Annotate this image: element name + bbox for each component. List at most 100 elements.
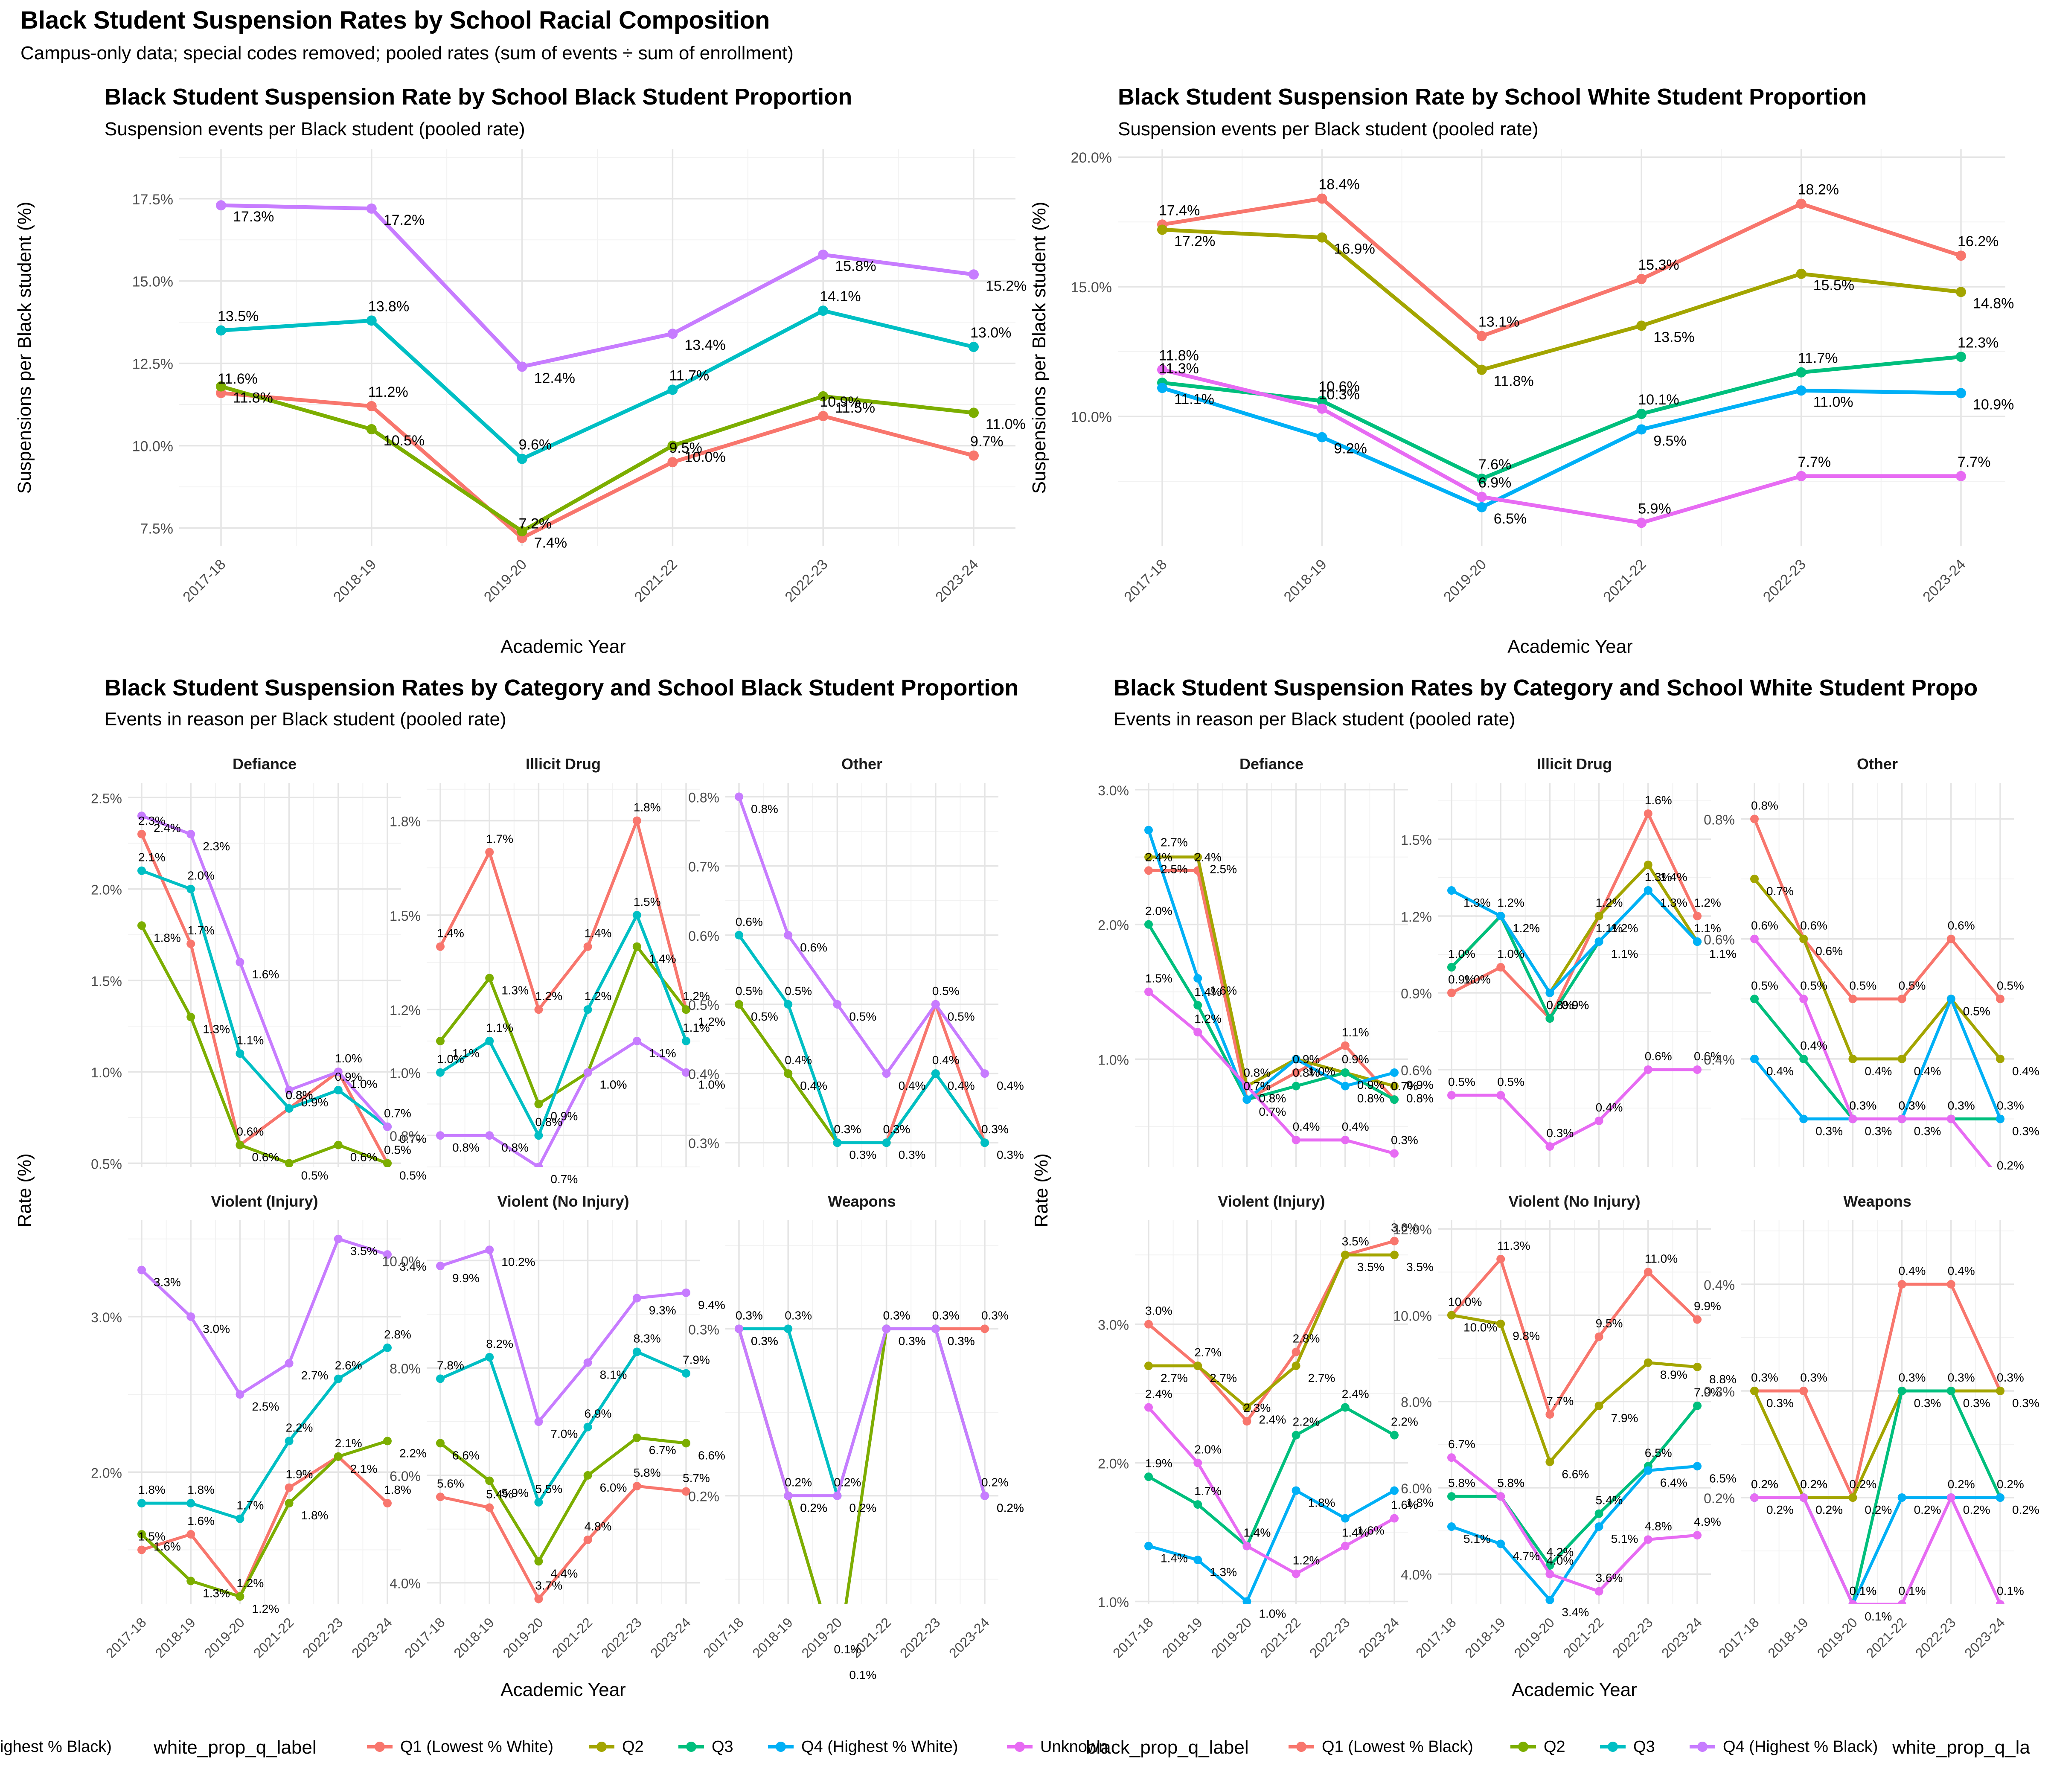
y-tick-label: 12.0% xyxy=(1393,1222,1432,1237)
series-group xyxy=(1144,826,1399,1158)
facet-4-violent-injury: 1.0% 2.0% 3.0% 2017-18 2018-19 2019-20 2021-22… xyxy=(1098,1220,1434,1661)
series-q1-lowest-white-data-label: 3.6% xyxy=(1391,1221,1418,1234)
series-unknown-data-label: 10.3% xyxy=(1318,387,1359,403)
series-unknown-point xyxy=(1636,518,1647,528)
series-q1-lowest-white-data-label: 2.7% xyxy=(1194,1346,1222,1359)
series-q1-lowest-white-data-label: 0.4% xyxy=(1948,1264,1975,1277)
series-q4-highest-black-line xyxy=(439,1248,688,1423)
series-unknown-data-label: 0.3% xyxy=(1546,1126,1574,1140)
series-q4-highest-black-point xyxy=(436,1261,445,1270)
series-q3-data-label: 1.4% xyxy=(1194,985,1222,998)
series-q2-data-label: 0.4% xyxy=(1865,1065,1892,1078)
series-q3-point xyxy=(1636,409,1647,419)
series-q4-highest-black-data-label: 12.4% xyxy=(534,370,575,386)
series-q1-lowest-white-data-label: 18.4% xyxy=(1318,176,1359,192)
x-tick-label: 2023-24 xyxy=(946,1615,992,1661)
legend-key-point xyxy=(686,1742,696,1752)
series-q1-lowest-black-data-label: 1.4% xyxy=(585,927,612,940)
series-q1-lowest-white-point xyxy=(1799,1387,1808,1395)
series-q4-highest-black-point xyxy=(882,1324,891,1333)
series-q3-point xyxy=(517,454,527,464)
figure-subtitle: Campus-only data; special codes removed;… xyxy=(20,43,794,64)
series-q1-lowest-white-data-label: 0.9% xyxy=(1293,1053,1320,1066)
series-q2-data-label: 11.5% xyxy=(835,400,875,416)
series-q1-lowest-white-point xyxy=(1750,815,1759,823)
series-q1-lowest-black-data-label: 0.3% xyxy=(883,1123,911,1136)
x-tick-label: 2019-20 xyxy=(481,556,530,605)
x-tick-label: 2018-19 xyxy=(451,1615,497,1661)
y-tick-label: 10.0% xyxy=(382,1254,421,1269)
series-q1-lowest-white-line xyxy=(1147,869,1396,1101)
series-q2-data-label: 0.3% xyxy=(1914,1396,1941,1410)
series-q4-highest-black-data-label: 9.4% xyxy=(698,1298,725,1312)
series-q2-data-label: 6.6% xyxy=(452,1449,480,1462)
series-q1-lowest-white-point xyxy=(1897,1280,1906,1289)
x-tick-label: 2017-18 xyxy=(1121,556,1170,605)
series-q1-lowest-black-data-label: 2.3% xyxy=(138,814,166,827)
series-unknown-point xyxy=(1693,1065,1702,1074)
series-q2-data-label: 0.9% xyxy=(1357,1078,1385,1091)
series-q4-highest-white-data-label: 2.7% xyxy=(1161,836,1188,849)
y-tick-label: 0.6% xyxy=(1704,932,1735,948)
facet-strip-other: Other xyxy=(841,755,882,773)
series-q3-data-label: 0.2% xyxy=(1800,1478,1827,1491)
series-q2-data-label: 0.8% xyxy=(1259,1092,1286,1105)
series-q3-data-label: 1.4% xyxy=(1243,1526,1271,1539)
series-unknown-point xyxy=(1799,995,1808,1004)
series-q2-data-label: 0.2% xyxy=(800,1501,827,1515)
series-q4-highest-white-point xyxy=(1897,1493,1906,1502)
series-q3-data-label: 2.0% xyxy=(187,869,215,882)
series-q1-lowest-black-data-label: 1.7% xyxy=(486,832,513,845)
series-q3-data-label: 13.0% xyxy=(970,325,1011,341)
series-group xyxy=(216,200,979,543)
series-q1-lowest-white-data-label: 0.3% xyxy=(1751,1371,1778,1384)
series-q2-data-label: 11.8% xyxy=(1494,373,1534,390)
series-q2-point xyxy=(1476,364,1487,375)
series-q3-data-label: 0.3% xyxy=(883,1309,911,1322)
series-q3-data-label: 1.1% xyxy=(683,1021,710,1034)
series-q2-point xyxy=(1796,268,1807,279)
y-tick-label: 1.0% xyxy=(1098,1595,1129,1610)
figure-title: Black Student Suspension Rates by School… xyxy=(20,6,770,34)
series-q1-lowest-white-data-label: 1.1% xyxy=(1342,1026,1369,1039)
series-q4-highest-white-data-label: 6.4% xyxy=(1660,1476,1687,1489)
series-q1-lowest-white-point xyxy=(1946,1280,1955,1289)
series-q1-lowest-black-data-label: 0.3% xyxy=(834,1123,861,1136)
series-unknown-data-label: 5.8% xyxy=(1497,1476,1524,1489)
series-q1-lowest-black-data-label: 0.3% xyxy=(932,1309,960,1322)
series-q2-point xyxy=(1193,852,1202,861)
x-tick-label: 2022-23 xyxy=(1760,556,1809,605)
series-q3-line xyxy=(219,308,976,461)
series-q4-highest-black-point xyxy=(682,1288,690,1297)
series-q3-data-label: 1.1% xyxy=(236,1033,264,1047)
series-q1-lowest-black-point xyxy=(833,1658,841,1667)
series-q3-data-label: 14.1% xyxy=(820,288,861,305)
series-unknown-point xyxy=(1496,1492,1505,1501)
series-q1-lowest-black-data-label: 3.7% xyxy=(535,1579,562,1592)
series-q2-data-label: 0.2% xyxy=(997,1501,1024,1515)
series-q3-point xyxy=(1390,1431,1399,1440)
series-unknown-point xyxy=(1750,934,1759,943)
series-q1-lowest-black-data-label: 5.6% xyxy=(437,1477,464,1490)
legend-key-point xyxy=(596,1742,607,1752)
series-q1-lowest-white-data-label: 3.5% xyxy=(1342,1235,1369,1248)
series-q4-highest-white-point xyxy=(1545,989,1554,997)
series-q1-lowest-white-point xyxy=(1496,963,1505,972)
series-q1-lowest-white-data-label: 0.5% xyxy=(1997,979,2024,992)
series-q2-data-label: 0.3% xyxy=(899,1148,926,1161)
series-q4-highest-white-data-label: 1.8% xyxy=(1406,1496,1434,1510)
series-q3-point xyxy=(236,1514,244,1523)
series-q3-data-label: 0.2% xyxy=(981,1476,1009,1489)
series-unknown-data-label: 3.6% xyxy=(1596,1571,1623,1585)
series-q1-lowest-black-data-label: 0.3% xyxy=(883,1309,911,1322)
series-q2-data-label: 2.2% xyxy=(399,1446,427,1460)
series-q2-data-label: 15.5% xyxy=(1813,277,1854,294)
series-q3-data-label: 0.3% xyxy=(1849,1099,1876,1112)
y-tick-label: 1.5% xyxy=(390,908,421,924)
series-q2-data-label: 14.8% xyxy=(1973,295,2014,311)
series-q3-data-label: 0.3% xyxy=(785,1309,812,1322)
series-q2-data-label: 6.6% xyxy=(1562,1467,1589,1481)
legend-fragment-label: ighest % Black) xyxy=(0,1738,112,1756)
series-q4-highest-white-data-label: 1.3% xyxy=(1660,896,1687,909)
series-q3-data-label: 8.2% xyxy=(486,1337,513,1350)
